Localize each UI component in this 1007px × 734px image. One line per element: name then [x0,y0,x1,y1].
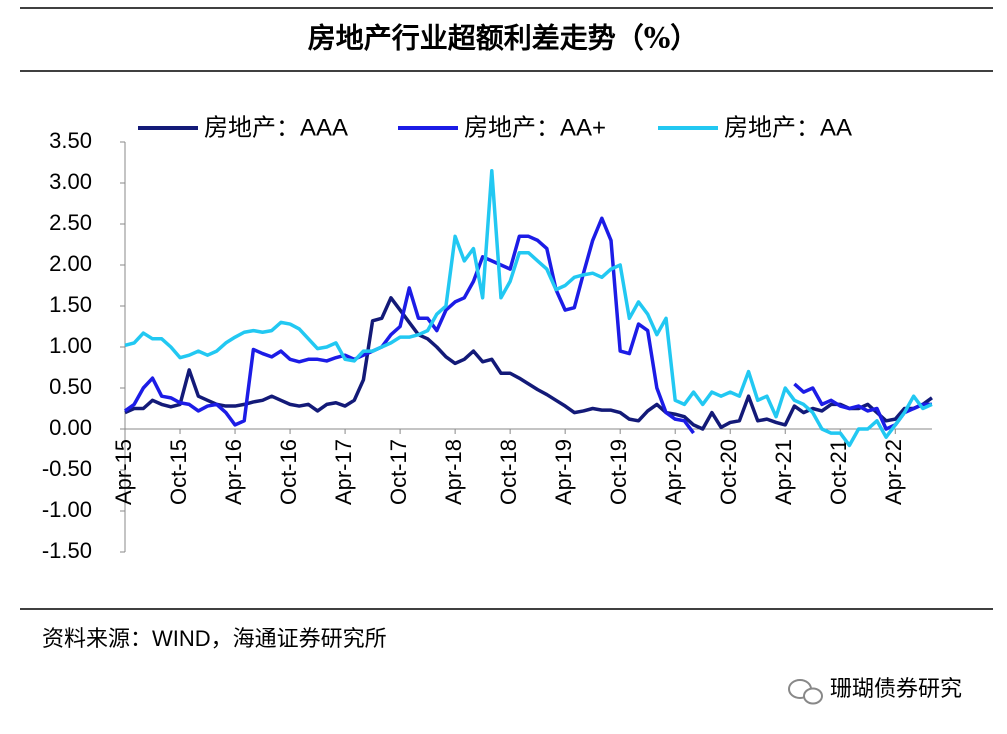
y-tick-label: 3.00 [49,169,92,194]
legend-label: 房地产：AA [724,114,852,141]
y-tick-label: 0.50 [49,374,92,399]
chart-title: 房地产行业超额利差走势（%） [308,22,699,55]
x-tick-label: Apr-17 [331,439,356,505]
y-tick-label: 1.00 [49,333,92,358]
wechat-icon [788,679,823,705]
y-tick-label: 2.50 [49,210,92,235]
source: 资料来源：WIND，海通证券研究所 [42,626,387,651]
watermark: 珊瑚债券研究 [830,676,962,701]
x-tick-label: Apr-20 [661,439,686,505]
x-tick-label: Apr-21 [771,439,796,505]
x-tick-label: Oct-17 [386,439,411,505]
y-tick-label: 3.50 [49,128,92,153]
series-line [793,382,932,431]
y-tick-label: 1.50 [49,292,92,317]
x-tick-label: Oct-20 [716,439,741,505]
series-line [124,296,933,431]
x-tick-label: Oct-15 [166,439,191,505]
x-tick-label: Oct-18 [496,439,521,505]
series-line [124,168,933,448]
legend-label: 房地产：AAA [204,114,348,141]
x-tick-label: Apr-16 [221,439,246,505]
legend-label: 房地产：AA+ [464,114,606,141]
x-tick-label: Oct-16 [276,439,301,505]
y-tick-label: 2.00 [49,251,92,276]
x-tick-label: Apr-15 [111,439,136,505]
x-tick-label: Oct-19 [606,439,631,505]
x-tick-label: Oct-21 [826,439,851,505]
x-tick-label: Apr-22 [881,439,906,505]
y-tick-label: -1.00 [42,497,92,522]
y-tick-label: 0.00 [49,415,92,440]
y-tick-label: -0.50 [42,456,92,481]
y-tick-label: -1.50 [42,538,92,563]
x-tick-label: Apr-19 [551,439,576,505]
x-tick-label: Apr-18 [441,439,466,505]
series-line [123,216,695,435]
